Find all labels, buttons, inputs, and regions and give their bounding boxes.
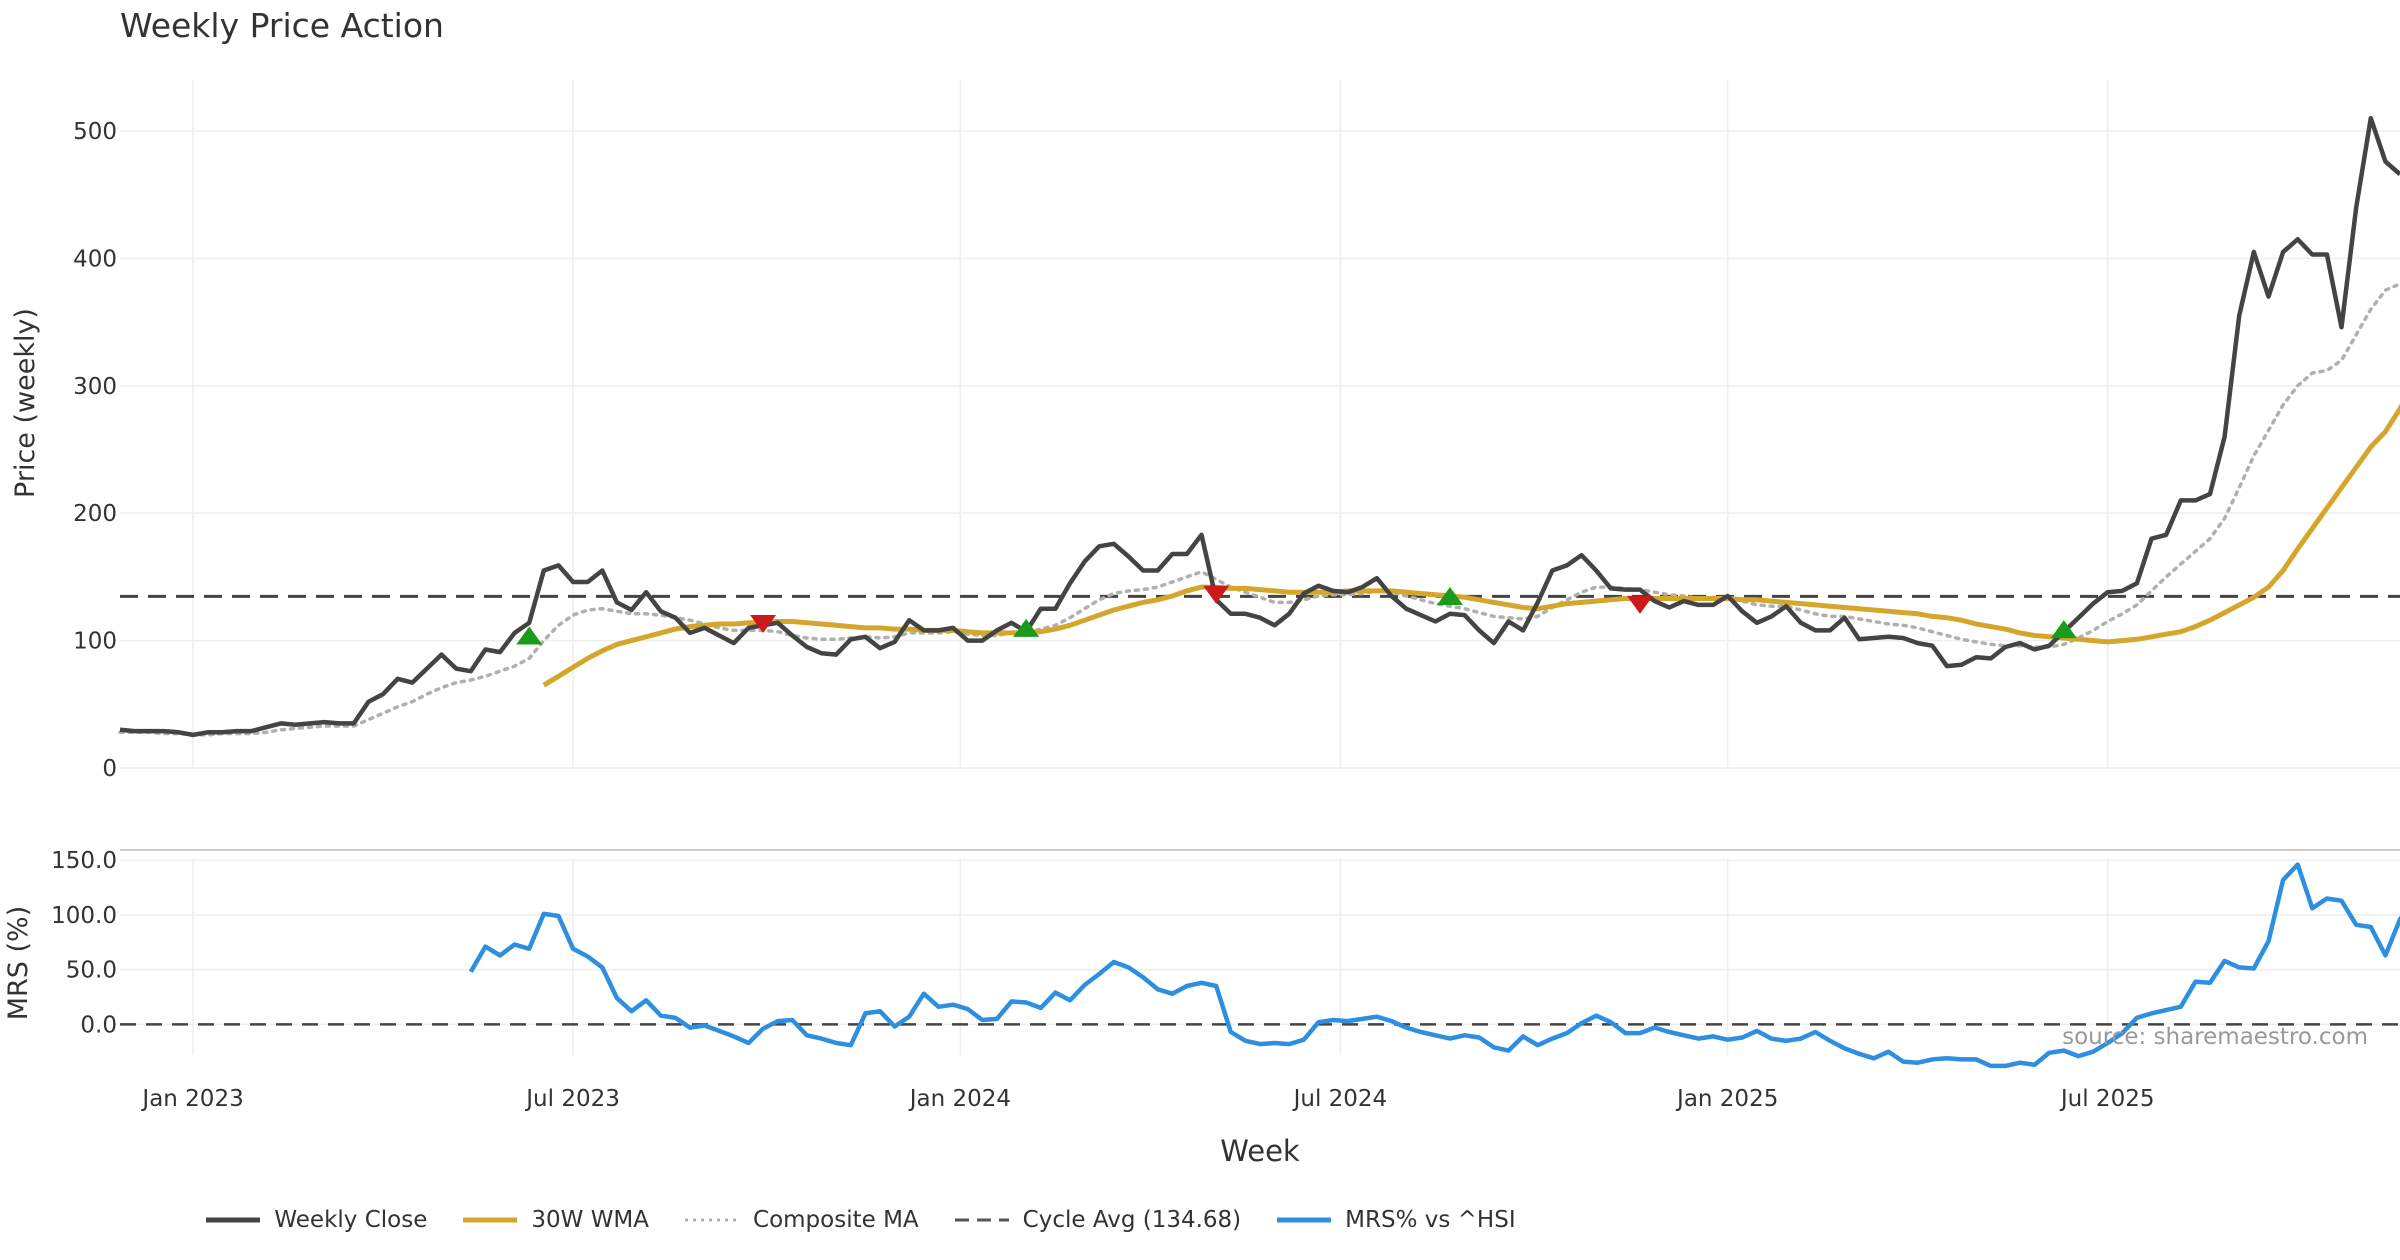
legend-swatch bbox=[463, 1217, 518, 1223]
legend-swatch bbox=[954, 1218, 1009, 1222]
buy-signal-marker bbox=[516, 626, 543, 645]
price-series bbox=[118, 115, 2400, 738]
price-y-tick-label: 200 bbox=[73, 501, 117, 527]
legend-swatch bbox=[685, 1218, 740, 1222]
mrs-series bbox=[120, 862, 2400, 1069]
legend-item: 30W WMA bbox=[461, 1207, 649, 1233]
mrs-line bbox=[468, 862, 2400, 1069]
sell-signal-marker bbox=[750, 615, 777, 634]
price-y-axis-label: Price (weekly) bbox=[10, 308, 41, 498]
x-tick-label: Jul 2025 bbox=[2059, 1086, 2155, 1112]
source-note: source: sharemaestro.com bbox=[2062, 1024, 2368, 1050]
legend-swatch bbox=[206, 1217, 261, 1223]
buy-signal-marker bbox=[2050, 620, 2077, 639]
legend: Weekly Close 30W WMA Composite MA Cycle Avg… bbox=[0, 1207, 1720, 1233]
price-y-tick-label: 400 bbox=[73, 246, 117, 272]
price-grid bbox=[120, 80, 2400, 769]
price-y-tick-label: 0 bbox=[102, 756, 117, 782]
x-axis-label: Week bbox=[1220, 1134, 1300, 1168]
legend-label: 30W WMA bbox=[531, 1207, 650, 1233]
buy-signal-marker bbox=[1013, 618, 1040, 637]
sell-signal-marker bbox=[1627, 595, 1653, 614]
legend-item: MRS% vs ^HSI bbox=[1275, 1207, 1516, 1233]
legend-item: Cycle Avg (134.68) bbox=[953, 1207, 1242, 1233]
price-y-tick-label: 100 bbox=[73, 629, 117, 655]
signal-markers bbox=[516, 585, 2077, 645]
weekly-close-line bbox=[119, 115, 2400, 738]
mrs-y-tick-label: 0.0 bbox=[80, 1012, 117, 1038]
legend-label: Cycle Avg (134.68) bbox=[1022, 1207, 1242, 1233]
chart-title: Weekly Price Action bbox=[120, 6, 444, 45]
legend-label: Composite MA bbox=[753, 1207, 919, 1233]
legend-label: Weekly Close bbox=[274, 1207, 428, 1233]
buy-signal-marker bbox=[1437, 587, 1463, 605]
x-tick-label: Jan 2023 bbox=[140, 1086, 243, 1112]
wma-30-line bbox=[542, 403, 2400, 688]
x-tick-label: Jul 2024 bbox=[1292, 1086, 1388, 1112]
price-y-axis: 0 100 200 300 400 500 bbox=[73, 119, 117, 782]
mrs-y-tick-label: 50.0 bbox=[66, 958, 117, 984]
mrs-y-axis: 0.0 50.0 100.0 150.0 bbox=[51, 848, 117, 1038]
legend-swatch bbox=[1277, 1217, 1332, 1223]
mrs-y-tick-label: 100.0 bbox=[51, 903, 117, 929]
legend-item: Weekly Close bbox=[204, 1207, 427, 1233]
x-tick-label: Jul 2023 bbox=[524, 1086, 620, 1112]
price-y-tick-label: 300 bbox=[73, 374, 117, 400]
x-tick-label: Jan 2025 bbox=[1675, 1086, 1778, 1112]
legend-item: Composite MA bbox=[683, 1207, 919, 1233]
sell-signal-marker bbox=[1203, 585, 1230, 604]
x-axis: Jan 2023 Jul 2023 Jan 2024 Jul 2024 Jan 2025… bbox=[140, 1086, 2154, 1112]
x-tick-label: Jan 2024 bbox=[908, 1086, 1011, 1112]
mrs-y-tick-label: 150.0 bbox=[51, 848, 117, 874]
legend-label: MRS% vs ^HSI bbox=[1345, 1207, 1516, 1233]
price-y-tick-label: 500 bbox=[73, 119, 117, 145]
mrs-y-axis-label: MRS (%) bbox=[3, 906, 34, 1021]
composite-ma-line bbox=[118, 282, 2400, 737]
